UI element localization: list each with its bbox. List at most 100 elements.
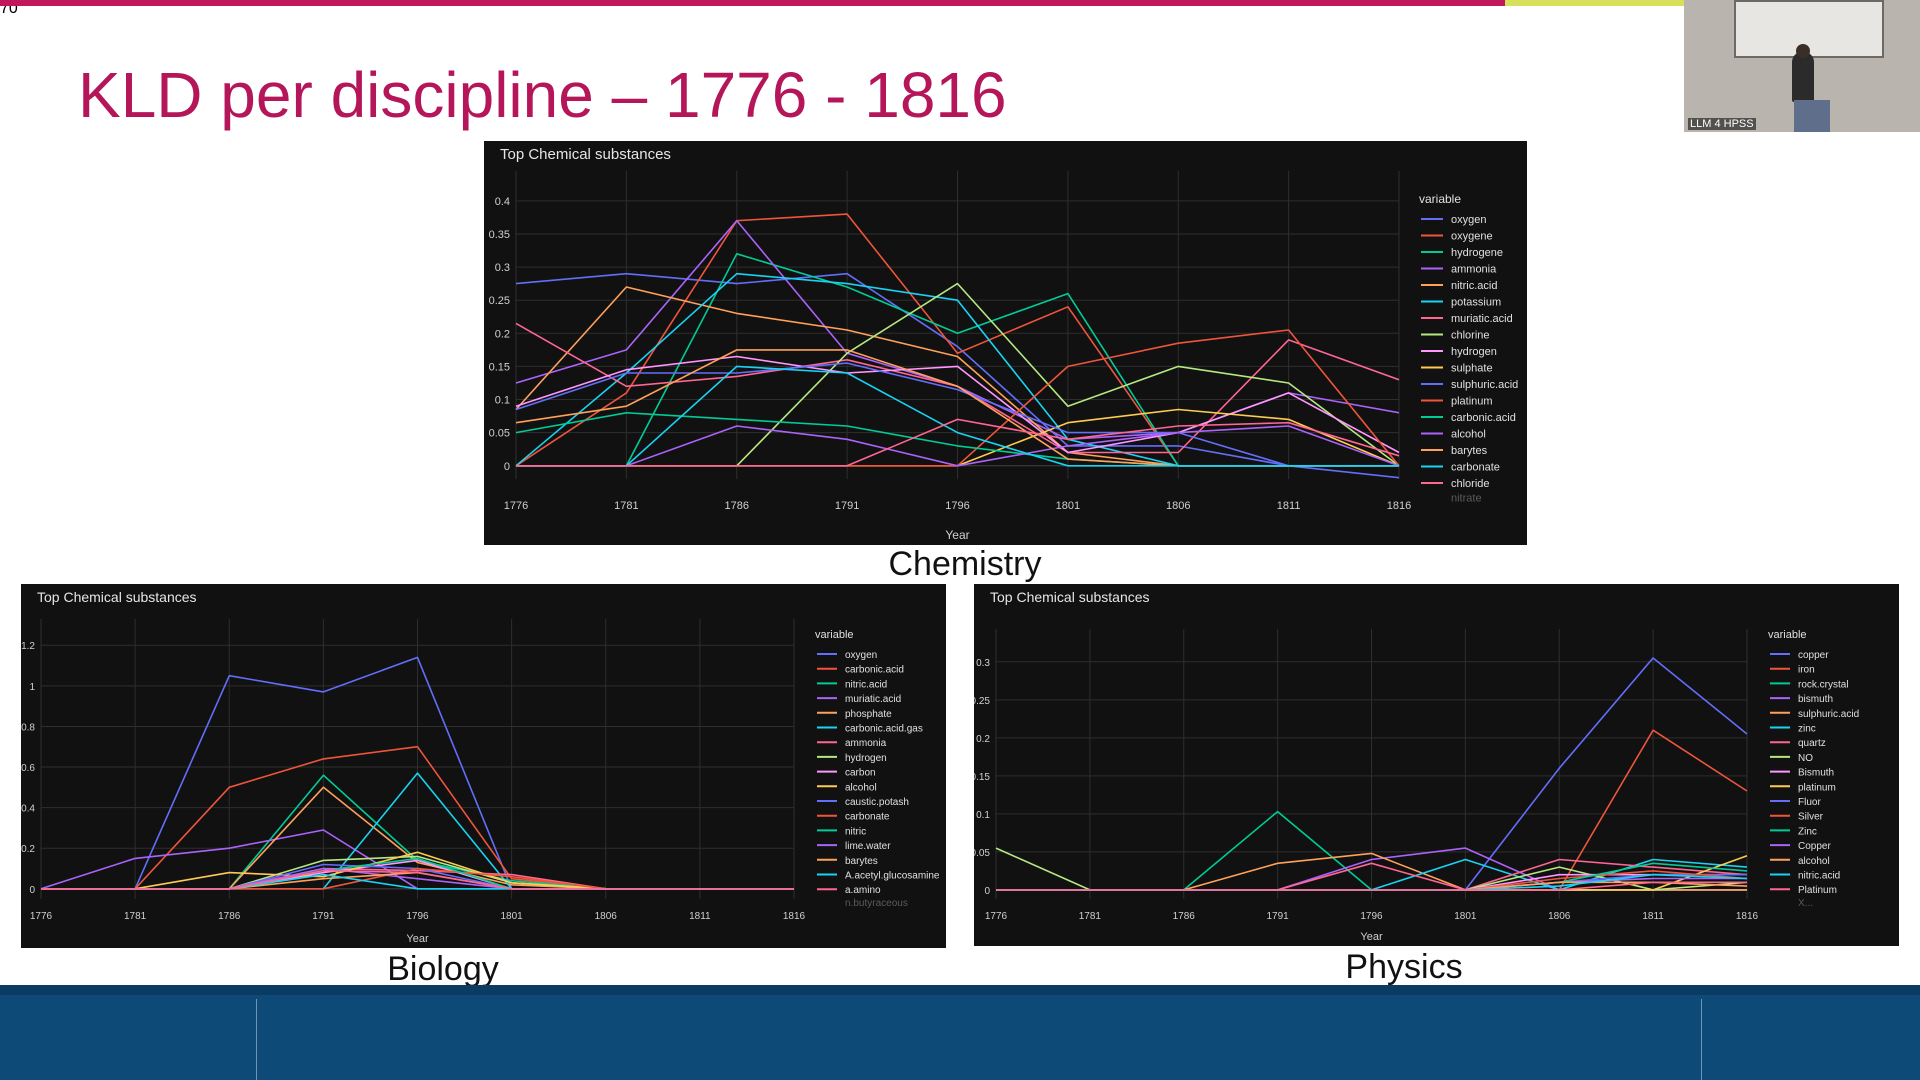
footer-band — [0, 985, 1920, 995]
biology-caption: Biology — [387, 950, 499, 988]
physics-legend-item[interactable]: iron — [1798, 665, 1815, 676]
chemistry-xtick-label: 1816 — [1387, 500, 1411, 512]
chemistry-legend-item[interactable]: barytes — [1451, 445, 1488, 457]
chemistry-xtick-label: 1786 — [725, 500, 749, 512]
physics-legend-item[interactable]: NO — [1798, 753, 1813, 764]
biology-legend-item[interactable]: carbon — [845, 768, 876, 779]
biology-chart-title: Top Chemical substances — [37, 589, 197, 605]
biology-legend-item[interactable]: nitric.acid — [845, 679, 887, 690]
biology-chart-panel: Top Chemical substances 1776 1781 1786 1791 1… — [21, 584, 946, 948]
biology-legend-item[interactable]: barytes — [845, 856, 878, 867]
physics-legend-item[interactable]: bismuth — [1798, 694, 1833, 705]
physics-legend-item[interactable]: platinum — [1798, 782, 1836, 793]
chemistry-legend-item[interactable]: potassium — [1451, 297, 1501, 309]
physics-legend-item[interactable]: nitric.acid — [1798, 871, 1840, 882]
slide-footer — [0, 985, 1920, 1080]
biology-legend-item[interactable]: carbonic.acid — [845, 665, 904, 676]
biology-legend-item[interactable]: oxygen — [845, 650, 877, 661]
physics-caption: Physics — [1345, 948, 1463, 986]
footer-divider-left — [256, 999, 257, 1080]
biology-ytick-label: 0 — [29, 885, 35, 896]
biology-legend-item[interactable]: carbonate — [845, 812, 890, 823]
chemistry-legend-item[interactable]: hydrogene — [1451, 247, 1503, 259]
chemistry-ytick-label: 0.35 — [489, 229, 510, 241]
chemistry-legend-item[interactable]: oxygen — [1451, 214, 1486, 226]
chemistry-ytick-label: 0.15 — [489, 361, 510, 373]
biology-series-line-a-amino — [41, 869, 794, 890]
chemistry-ytick-label: 0.3 — [495, 262, 510, 274]
chemistry-legend-item[interactable]: ammonia — [1451, 264, 1497, 276]
biology-legend-item[interactable]: hydrogen — [845, 753, 887, 764]
accent-bar-primary — [0, 0, 1505, 6]
physics-legend-item[interactable]: sulphuric.acid — [1798, 709, 1859, 720]
biology-legend-item[interactable]: alcohol — [845, 782, 877, 793]
chemistry-legend-title: variable — [1419, 192, 1461, 206]
chemistry-series-line-hydrogen — [515, 355, 1400, 454]
chemistry-legend-item[interactable]: sulphate — [1451, 363, 1493, 375]
physics-legend-overflow: X... — [1798, 898, 1813, 909]
physics-xtick-label: 1791 — [1267, 911, 1290, 922]
physics-ytick-label: 0.1 — [976, 810, 990, 821]
physics-legend-item[interactable]: Platinum — [1798, 885, 1837, 896]
biology-ytick-label: 0.4 — [21, 804, 35, 815]
presenter-head — [1796, 44, 1810, 58]
chemistry-xaxis-label: Year — [945, 528, 969, 542]
chemistry-series-line-chloride — [516, 418, 1400, 467]
biology-legend-item[interactable]: carbonic.acid.gas — [845, 724, 923, 735]
chemistry-legend-item[interactable]: nitric.acid — [1451, 280, 1497, 292]
biology-ytick-label: 0.2 — [21, 844, 35, 855]
biology-legend-item[interactable]: caustic.potash — [845, 797, 909, 808]
physics-ytick-label: 0.25 — [974, 696, 990, 707]
biology-ytick-label: 1.2 — [21, 641, 35, 652]
chemistry-legend-item[interactable]: carbonate — [1451, 462, 1500, 474]
biology-legend-item[interactable]: ammonia — [845, 738, 887, 749]
accent-bar-secondary — [1505, 0, 1685, 6]
physics-ytick-label: 0.05 — [974, 848, 990, 859]
chemistry-legend-item[interactable]: alcohol — [1451, 429, 1486, 441]
biology-xaxis-label: Year — [406, 933, 429, 945]
physics-xtick-label: 1801 — [1454, 911, 1477, 922]
physics-xaxis-label: Year — [1360, 931, 1383, 943]
chemistry-caption: Chemistry — [888, 545, 1042, 583]
physics-xtick-label: 1806 — [1548, 911, 1571, 922]
webcam-label: LLM 4 HPSS — [1688, 118, 1756, 130]
biology-legend-item[interactable]: a.amino — [845, 885, 881, 896]
biology-legend-item[interactable]: nitric — [845, 826, 866, 837]
physics-xtick-label: 1776 — [985, 911, 1008, 922]
physics-legend-item[interactable]: Bismuth — [1798, 768, 1834, 779]
chemistry-xtick-label: 1791 — [835, 500, 859, 512]
physics-chart-svg: Top Chemical substances 1776 1781 1786 1791 1… — [974, 589, 1859, 943]
biology-legend-item[interactable]: A.acetyl.glucosamine — [845, 871, 940, 882]
chemistry-legend-item[interactable]: platinum — [1451, 396, 1493, 408]
chemistry-legend-item[interactable]: chlorine — [1451, 330, 1490, 342]
chemistry-legend-item[interactable]: muriatic.acid — [1451, 313, 1513, 325]
physics-legend-item[interactable]: zinc — [1798, 724, 1816, 735]
physics-legend-item[interactable]: Copper — [1798, 841, 1831, 852]
physics-xtick-label: 1796 — [1360, 911, 1383, 922]
physics-series-line-platinum — [996, 881, 1747, 891]
physics-legend-item[interactable]: Zinc — [1798, 826, 1817, 837]
physics-legend-item[interactable]: alcohol — [1798, 856, 1830, 867]
physics-legend-item[interactable]: quartz — [1798, 738, 1826, 749]
physics-legend-item[interactable]: Silver — [1798, 812, 1824, 823]
physics-legend-item[interactable]: rock.crystal — [1798, 679, 1849, 690]
physics-xtick-label: 1781 — [1079, 911, 1102, 922]
podium — [1794, 100, 1830, 132]
chemistry-chart-panel: Top Chemical substances 1776 1781 1786 1791 1… — [484, 141, 1527, 545]
physics-legend-item[interactable]: copper — [1798, 650, 1829, 661]
chemistry-legend-item[interactable]: hydrogen — [1451, 346, 1497, 358]
chemistry-legend-item[interactable]: chloride — [1451, 478, 1490, 490]
physics-legend-item[interactable]: Fluor — [1798, 797, 1821, 808]
chemistry-ytick-label: 0.05 — [489, 428, 510, 440]
biology-legend-item[interactable]: lime.water — [845, 841, 891, 852]
biology-xtick-label: 1816 — [783, 911, 806, 922]
biology-legend-item[interactable]: muriatic.acid — [845, 694, 901, 705]
physics-legend-title: variable — [1768, 629, 1807, 641]
chemistry-legend-item[interactable]: carbonic.acid — [1451, 412, 1516, 424]
chemistry-legend-item[interactable]: oxygene — [1451, 231, 1493, 243]
biology-xtick-label: 1806 — [595, 911, 618, 922]
chemistry-series-line-carbonate — [516, 365, 1399, 467]
biology-legend-item[interactable]: phosphate — [845, 709, 892, 720]
chemistry-legend-item[interactable]: sulphuric.acid — [1451, 379, 1518, 391]
chemistry-chart-title: Top Chemical substances — [500, 146, 671, 163]
